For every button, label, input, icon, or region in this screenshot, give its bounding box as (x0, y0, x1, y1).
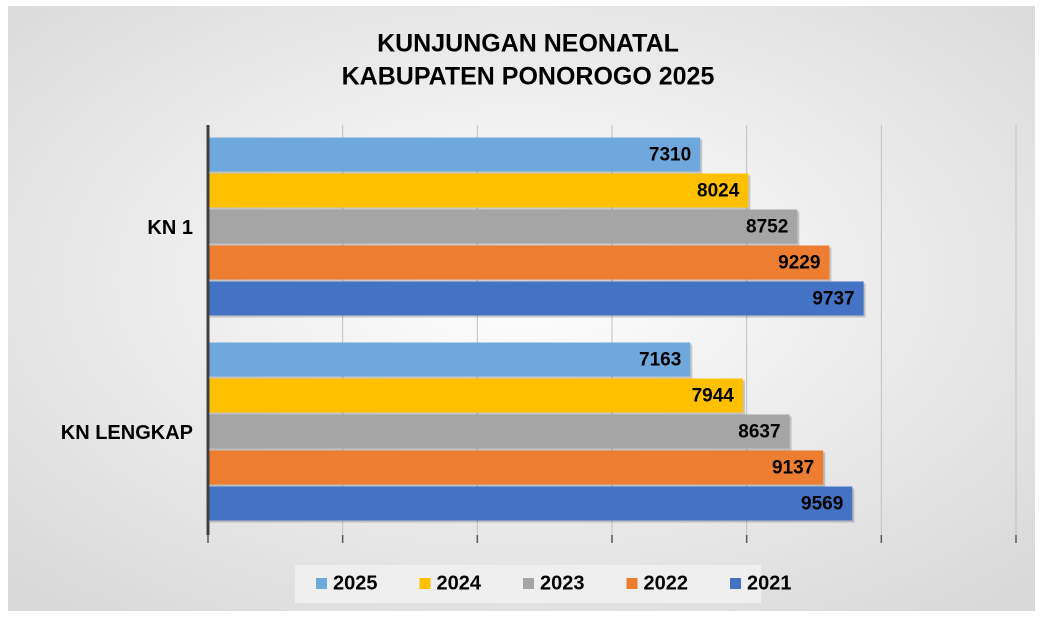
legend-label: 2025 (333, 572, 378, 594)
data-label: 9737 (812, 289, 854, 310)
data-label: 8024 (697, 181, 740, 202)
legend-swatch (419, 578, 431, 589)
bar (208, 137, 701, 172)
bar (208, 173, 749, 208)
bar (208, 378, 743, 413)
data-label: 8637 (738, 422, 780, 443)
data-label: 7310 (649, 145, 691, 166)
bar (208, 414, 790, 449)
data-label: 9229 (778, 253, 820, 274)
data-label: 8752 (746, 217, 788, 238)
legend-swatch (626, 578, 638, 589)
bar (208, 342, 691, 377)
data-label: 7944 (692, 386, 735, 407)
y-tick-label: KN LENGKAP (61, 422, 193, 444)
data-label: 9137 (772, 458, 814, 479)
data-label: 7163 (639, 350, 681, 371)
legend-label: 2023 (540, 572, 585, 594)
bar (208, 486, 853, 521)
legend-swatch (316, 578, 327, 589)
legend-swatch (730, 578, 741, 589)
chart-title: KUNJUNGAN NEONATAL (377, 30, 679, 58)
legend-label: 2024 (437, 572, 482, 594)
y-tick-label: KN 1 (147, 217, 193, 239)
legend-swatch (523, 578, 534, 589)
data-label: 9569 (801, 494, 843, 515)
chart-title: KABUPATEN PONOROGO 2025 (342, 63, 715, 91)
legend-label: 2021 (747, 572, 792, 594)
bar (208, 245, 830, 280)
legend-label: 2022 (644, 572, 689, 594)
bar (208, 450, 824, 485)
bar (208, 209, 798, 244)
bar (208, 281, 864, 316)
